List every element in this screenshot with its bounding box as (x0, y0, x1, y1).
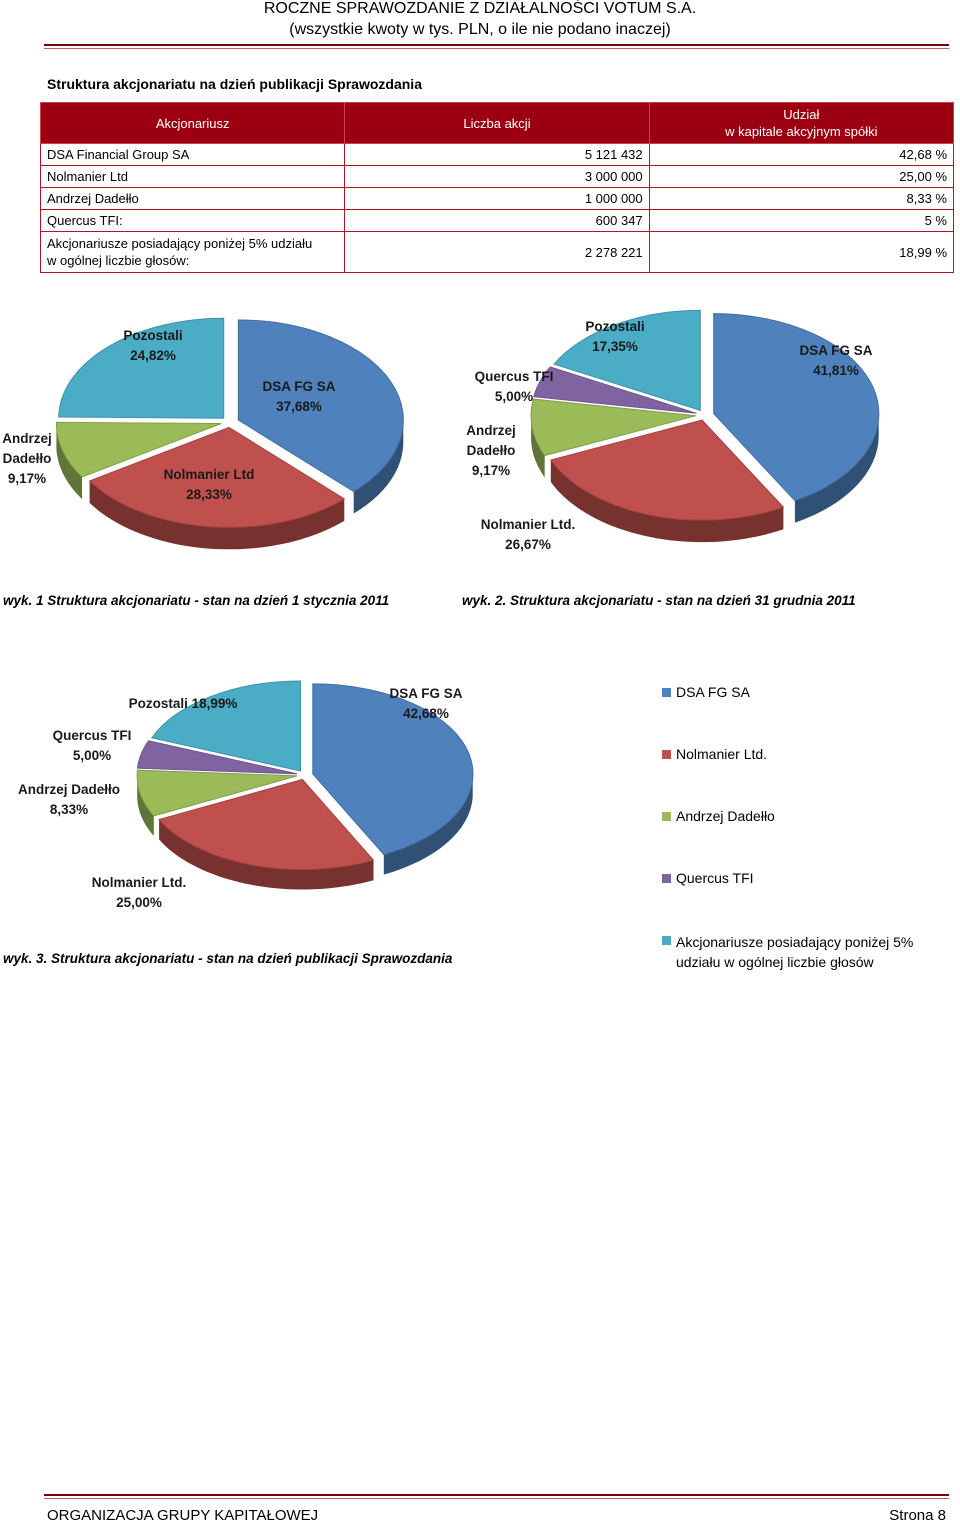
footer-section: ORGANIZACJA GRUPY KAPITAŁOWEJ (47, 1507, 319, 1524)
table-header-row: Akcjonariusz Liczba akcji Udział w kapit… (39, 102, 955, 144)
share-percent: 18,99 % (648, 231, 955, 273)
shareholder-name: Akcjonariusze posiadający poniżej 5% udz… (39, 231, 346, 273)
label-dadello-2: Andrzej Dadełło 9,17% (466, 423, 516, 478)
table-row: Andrzej Dadełło 1 000 000 8,33 % (39, 187, 955, 210)
pie-slice-nolmanier-ltd (549, 419, 785, 521)
pie-side-nolmanier-ltd (159, 819, 374, 890)
pie-side-nolmanier-ltd (550, 460, 784, 543)
label-quercus-2: Quercus TFI 5,00% (475, 369, 554, 404)
pie-slice-pozostali (553, 309, 701, 412)
report-title: ROCZNE SPRAWOZDANIE Z DZIAŁALNOŚCI VOTUM… (263, 0, 697, 17)
share-percent: 8,33 % (648, 187, 955, 210)
pie-side-nolmanier-ltd (89, 480, 345, 550)
section-title: Struktura akcjonariatu na dzień publikac… (47, 76, 422, 92)
label-quercus-3: Quercus TFI 5,00% (53, 728, 132, 763)
page-number: Strona 8 (889, 1507, 946, 1524)
label-pozostali-1: Pozostali 24,82% (123, 328, 182, 363)
col-header-shareholder: Akcjonariusz (39, 102, 346, 144)
pie-side-dsa-fg-sa (794, 414, 879, 523)
chart-1-caption: wyk. 1 Struktura akcjonariatu - stan na … (3, 593, 390, 608)
label-nolmanier-1: Nolmanier Ltd 28,33% (164, 467, 255, 502)
label-dadello-1: Andrzej Dadełło 9,17% (2, 431, 52, 486)
legend-label: Quercus TFI (676, 870, 754, 886)
pie-slice-pozostali (150, 680, 301, 772)
pie-slice-dsa-fg-sa (237, 319, 404, 493)
pie-chart-2: Pozostali 17,35% DSA FG SA 41,81% Quercus … (466, 309, 880, 552)
legend-swatch (662, 750, 671, 759)
pie-slice-quercus-tfi (533, 366, 697, 414)
pie-slice-dsa-fg-sa (312, 683, 474, 856)
legend-swatch (662, 936, 671, 945)
header-rule-thin (44, 48, 949, 49)
shareholder-name: DSA Financial Group SA (39, 143, 346, 166)
chart-3-caption: wyk. 3. Struktura akcjonariatu - stan na… (3, 951, 453, 966)
share-count: 3 000 000 (344, 165, 650, 188)
pie-slice-nolmanier-ltd (88, 426, 346, 528)
share-count: 5 121 432 (344, 143, 650, 166)
label-dsa-3: DSA FG SA 42,68% (389, 686, 462, 721)
label-nolmanier-2: Nolmanier Ltd. 26,67% (481, 517, 576, 552)
pie-slice-andrzej-dade-o (530, 398, 697, 457)
legend-label: DSA FG SA (676, 684, 750, 700)
pie-chart-3: Pozostali 18,99% DSA FG SA 42,68% Quercus… (18, 680, 474, 910)
table-row: DSA Financial Group SA 5 121 432 42,68 % (39, 143, 955, 166)
share-count: 1 000 000 (344, 187, 650, 210)
legend-label: Nolmanier Ltd. (676, 746, 768, 762)
share-count: 2 278 221 (344, 231, 650, 273)
legend-label: Andrzej Dadełło (676, 808, 775, 824)
label-pozostali-3: Pozostali 18,99% (129, 696, 238, 711)
shareholder-name-l2: w ogólnej liczbie głosów: (47, 253, 190, 268)
label-nolmanier-3: Nolmanier Ltd. 25,00% (92, 875, 187, 910)
pie-side-andrzej-dade-o (56, 422, 82, 499)
pie-side-dsa-fg-sa (383, 777, 473, 875)
pie-side-andrzej-dade-o (531, 414, 545, 478)
pie-slice-dsa-fg-sa (713, 313, 880, 502)
legend-swatch (662, 688, 671, 697)
legend-swatch (662, 812, 671, 821)
label-pozostali-2: Pozostali 17,35% (585, 319, 644, 354)
shareholder-name: Nolmanier Ltd (39, 165, 346, 188)
label-dsa-2: DSA FG SA 41,81% (799, 343, 872, 378)
label-dadello-3: Andrzej Dadełło 8,33% (18, 782, 120, 817)
pie-slice-andrzej-dade-o (136, 769, 298, 817)
footer-rule-thin (44, 1498, 949, 1499)
pie-side-dsa-fg-sa (353, 422, 404, 514)
share-percent: 42,68 % (648, 143, 955, 166)
pie-slice-quercus-tfi (136, 740, 298, 775)
table-row: Akcjonariusze posiadający poniżej 5% udz… (39, 231, 955, 273)
shareholder-name: Quercus TFI: (39, 209, 346, 232)
col-header-stake: Udział w kapitale akcyjnym spółki (648, 102, 955, 144)
footer-rule (44, 1494, 949, 1496)
pie-slice-nolmanier-ltd (158, 778, 375, 871)
pie-chart-1: Pozostali 24,82% DSA FG SA 37,68% Andrzej D… (2, 317, 404, 550)
col-header-stake-l2: w kapitale akcyjnym spółki (725, 124, 878, 139)
legend-label: Akcjonariusze posiadający poniżej 5% udz… (676, 934, 914, 970)
chart-2-caption: wyk. 2. Struktura akcjonariatu - stan na… (462, 593, 856, 608)
share-count: 600 347 (344, 209, 650, 232)
table-row: Quercus TFI: 600 347 5 % (39, 209, 955, 232)
shareholder-name: Andrzej Dadełło (39, 187, 346, 210)
pie-slice-andrzej-dade-o (55, 421, 222, 478)
header-rule (44, 44, 949, 46)
table-row: Nolmanier Ltd 3 000 000 25,00 % (39, 165, 955, 188)
report-subtitle: (wszystkie kwoty w tys. PLN, o ile nie p… (289, 21, 671, 38)
shareholders-table: Akcjonariusz Liczba akcji Udział w kapit… (39, 102, 955, 273)
share-percent: 25,00 % (648, 165, 955, 188)
legend-swatch (662, 874, 671, 883)
label-dsa-1: DSA FG SA 37,68% (262, 379, 335, 414)
shareholder-name-l1: Akcjonariusze posiadający poniżej 5% udz… (47, 236, 313, 251)
share-percent: 5 % (648, 209, 955, 232)
pie-slice-pozostali (58, 317, 225, 419)
col-header-shares: Liczba akcji (344, 102, 650, 144)
col-header-stake-l1: Udział (783, 107, 820, 122)
